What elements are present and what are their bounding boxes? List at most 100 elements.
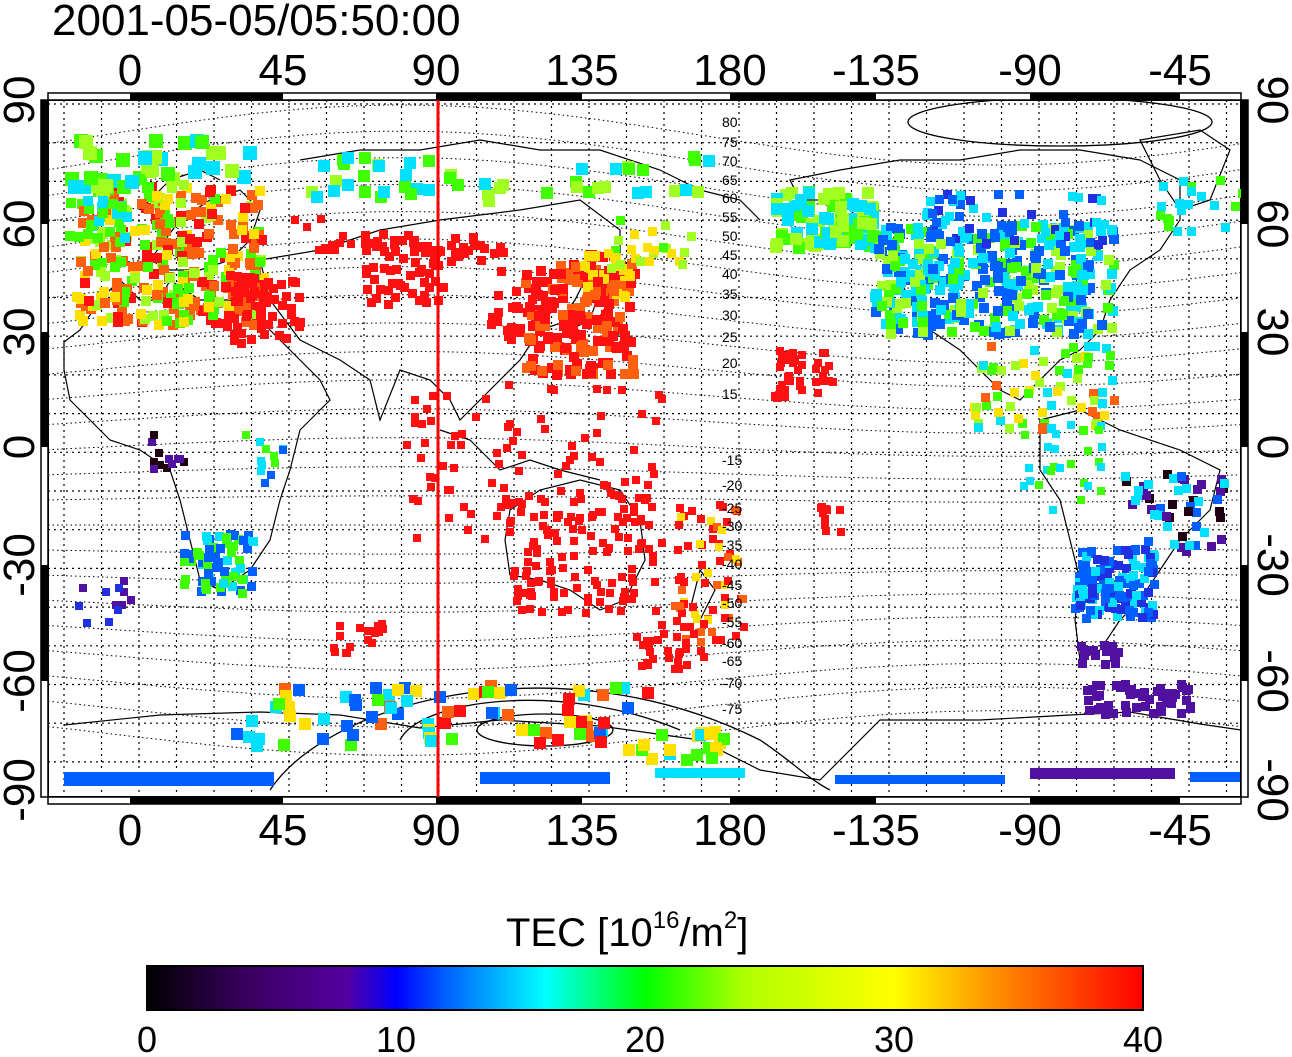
tec-sample (556, 269, 566, 279)
tec-sample (1178, 683, 1187, 692)
tec-sample (960, 270, 970, 280)
tec-sample (1113, 546, 1122, 555)
tec-sample (264, 320, 273, 329)
tec-sample (623, 163, 635, 175)
tec-sample (936, 305, 946, 315)
tec-sample (586, 368, 596, 378)
tec-sample (956, 299, 966, 309)
tec-sample (616, 260, 625, 269)
tec-sample (674, 658, 682, 666)
tec-sample (184, 283, 194, 293)
tec-sample (125, 175, 139, 189)
tec-sample (724, 577, 732, 585)
tec-sample (1184, 200, 1193, 209)
tec-sample (1039, 423, 1048, 432)
tec-sample (593, 385, 601, 393)
tec-sample (678, 260, 687, 269)
tec-sample (205, 290, 215, 300)
tec-sample (1108, 598, 1117, 607)
tec-sample (203, 560, 212, 569)
tec-sample (511, 567, 519, 575)
longitude-tick-label: -45 (1148, 806, 1212, 855)
tec-sample (206, 202, 216, 212)
tec-sample (697, 638, 705, 646)
tec-sample (295, 293, 304, 302)
tec-sample (443, 392, 451, 400)
tec-sample (999, 272, 1009, 282)
tec-sample (596, 458, 604, 466)
tec-sample (643, 494, 651, 502)
tec-sample (197, 195, 207, 205)
tec-sample (152, 191, 162, 201)
tec-sample (1039, 315, 1049, 325)
tec-sample (277, 280, 286, 289)
tec-sample (184, 243, 194, 253)
tec-sample (270, 452, 278, 460)
tec-sample (411, 396, 419, 404)
tec-sample (627, 245, 636, 254)
tec-sample (600, 481, 608, 489)
tec-sample (480, 772, 610, 784)
longitude-tick-label: 90 (412, 806, 461, 855)
tec-sample (1093, 251, 1103, 261)
tec-sample (610, 253, 619, 262)
colorbar-tick-label: 20 (625, 1019, 665, 1057)
tec-sample (1134, 486, 1143, 495)
tec-sample (812, 365, 820, 373)
latitude-tick-label: -90 (1248, 758, 1292, 822)
tec-sample (231, 287, 240, 296)
tec-sample (1189, 496, 1198, 505)
tec-sample (191, 193, 201, 203)
tec-sample (527, 310, 537, 320)
tec-sample (91, 249, 101, 259)
tec-sample (1162, 512, 1171, 521)
tec-sample (1049, 506, 1057, 514)
contour-label: -45 (722, 577, 742, 593)
tec-sample (261, 479, 269, 487)
tec-sample (163, 464, 171, 472)
tec-sample (569, 352, 579, 362)
tec-sample (911, 296, 921, 306)
tec-sample (1002, 296, 1012, 306)
tec-sample (384, 300, 393, 309)
tec-sample (112, 285, 122, 295)
tec-sample (1014, 301, 1024, 311)
tec-sample (1138, 613, 1147, 622)
tec-sample (126, 293, 136, 303)
tec-sample (257, 307, 266, 316)
tec-sample (597, 689, 609, 701)
tec-sample (609, 286, 619, 296)
tec-sample (596, 598, 604, 606)
tec-sample (214, 558, 223, 567)
tec-sample (649, 552, 657, 560)
tec-sample (420, 278, 429, 287)
tec-sample (700, 620, 708, 628)
tec-sample (1056, 464, 1064, 472)
tec-sample (213, 215, 223, 225)
tec-sample (696, 540, 704, 548)
contour-label: -55 (722, 614, 742, 630)
tec-sample (542, 277, 552, 287)
tec-sample (1083, 230, 1093, 240)
tec-sample (483, 195, 495, 207)
tec-sample (510, 572, 518, 580)
tec-sample (1055, 366, 1064, 375)
tec-sample (1028, 285, 1038, 295)
tec-sample (267, 471, 275, 479)
tec-sample (303, 223, 311, 231)
tec-sample (716, 557, 724, 565)
tec-sample (222, 533, 231, 542)
latitude-tick-label: 90 (1248, 76, 1292, 125)
tec-sample (384, 286, 393, 295)
tec-sample (257, 235, 267, 245)
tec-sample (117, 202, 127, 212)
longitude-tick-label: -90 (998, 46, 1062, 95)
tec-sample (185, 554, 194, 563)
tec-sample (583, 282, 593, 292)
tec-sample (412, 243, 421, 252)
tec-sample (270, 295, 279, 304)
tec-sample (189, 301, 199, 311)
tec-sample (1010, 388, 1019, 397)
tec-sample (603, 386, 611, 394)
